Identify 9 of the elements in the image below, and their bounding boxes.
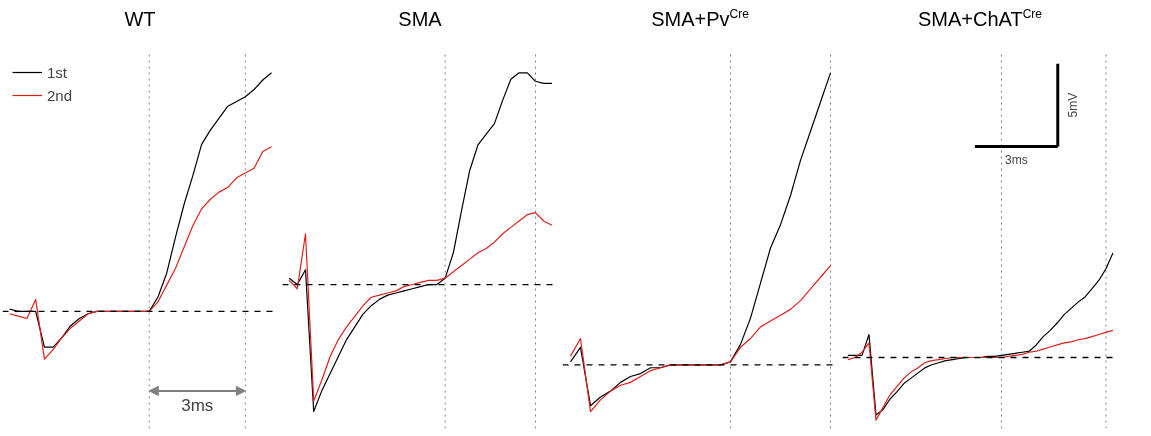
legend-label: 1st <box>47 63 68 81</box>
text: 3ms <box>1005 152 1028 167</box>
chart-title: SMA+Pv$^{Cre}$ <box>650 6 750 32</box>
text: 3ms <box>181 395 214 415</box>
chart-title: SMA+ChAT$^{Cre}$ <box>917 6 1043 32</box>
chart-title: WT <box>123 7 157 32</box>
legend-label: 2nd <box>47 86 73 104</box>
chart-title: SMA <box>397 7 443 32</box>
text: 5mV <box>1065 92 1080 118</box>
